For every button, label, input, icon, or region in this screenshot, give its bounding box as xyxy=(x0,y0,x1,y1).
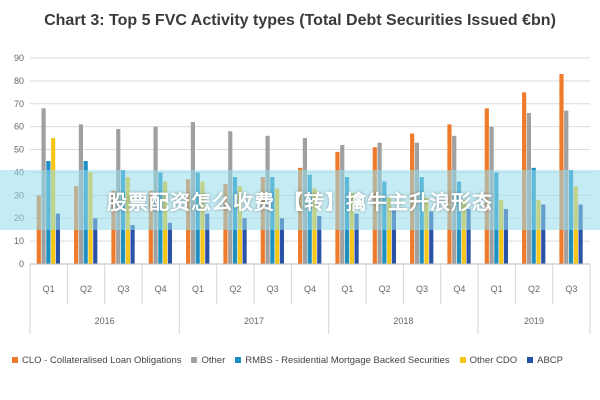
x-tick-label: Q1 xyxy=(341,284,353,294)
bar-abcp-9 xyxy=(354,213,359,264)
year-label: 2019 xyxy=(524,316,544,326)
legend: CLO - Collateralised Loan Obligations Oth… xyxy=(12,352,598,368)
bar-abcp-10 xyxy=(391,209,397,264)
bar-abcp-15 xyxy=(578,204,583,264)
legend-swatch xyxy=(191,357,198,363)
y-tick-label: 80 xyxy=(14,76,24,86)
year-label: 2017 xyxy=(244,316,264,326)
legend-label: Other xyxy=(201,354,226,366)
bar-abcp-11 xyxy=(429,211,434,264)
x-tick-label: Q4 xyxy=(304,284,316,294)
legend-item: CLO - Collateralised Loan Obligations xyxy=(12,355,181,366)
legend-item: ABCP xyxy=(527,355,563,366)
bar-abcp-1 xyxy=(55,213,61,264)
bar-abcp-6 xyxy=(242,218,247,264)
watermark-banner: 股票配资怎么收费 【转】擒牛主升浪形态 xyxy=(0,170,600,230)
bar-abcp-13 xyxy=(503,209,509,264)
bar-clo-15 xyxy=(559,74,564,265)
x-tick-label: Q2 xyxy=(379,284,391,294)
bar-other-12 xyxy=(461,199,466,264)
bar-abcp-3 xyxy=(130,225,135,264)
x-tick-label: Q2 xyxy=(528,284,540,294)
bar-other-13 xyxy=(499,199,504,264)
x-tick-label: Q1 xyxy=(192,284,204,294)
legend-swatch xyxy=(459,357,466,363)
x-tick-label: Q4 xyxy=(453,284,465,294)
bar-abcp-14 xyxy=(541,204,546,264)
y-tick-label: 10 xyxy=(14,236,24,246)
year-label: 2016 xyxy=(95,316,115,326)
legend-label: CLO - Collateralised Loan Obligations xyxy=(22,354,182,366)
bar-other-11 xyxy=(424,197,429,264)
bar-abcp-2 xyxy=(93,218,98,264)
legend-swatch xyxy=(527,357,534,363)
banner-text: 股票配资怎么收费 【转】擒牛主升浪形态 xyxy=(107,189,493,214)
legend-swatch xyxy=(12,357,18,363)
bar-other-14 xyxy=(536,199,541,264)
y-tick-label: 0 xyxy=(19,259,24,269)
x-tick-label: Q3 xyxy=(565,284,577,294)
x-tick-label: Q1 xyxy=(43,284,55,294)
legend-item: RMBS - Residential Mortgage Backed Secur… xyxy=(235,354,450,366)
x-tick-label: Q2 xyxy=(229,284,241,294)
bar-abcp-8 xyxy=(317,215,322,264)
legend-item: Other xyxy=(191,355,225,366)
x-tick-label: Q1 xyxy=(491,284,503,294)
chart-title: Chart 3: Top 5 FVC Activity types (Total… xyxy=(44,12,556,29)
x-tick-label: Q3 xyxy=(117,284,129,294)
bar-abcp-5 xyxy=(205,213,210,264)
year-label: 2018 xyxy=(393,316,413,326)
bars xyxy=(36,74,583,265)
bar-abcp-12 xyxy=(466,209,471,264)
x-tick-label: Q4 xyxy=(155,284,167,294)
y-tick-label: 60 xyxy=(14,122,24,132)
y-tick-label: 50 xyxy=(14,145,24,155)
legend-label: RMBS - Residential Mortgage Backed Secur… xyxy=(245,354,450,366)
legend-item: Other CDO xyxy=(459,354,518,366)
legend-swatch xyxy=(235,357,242,363)
legend-label: Other CDO xyxy=(469,354,518,366)
bar-abcp-4 xyxy=(167,222,173,264)
bar-other-10 xyxy=(387,197,392,264)
x-tick-label: Q3 xyxy=(267,284,279,294)
legend-label: ABCP xyxy=(537,354,563,366)
y-tick-label: 70 xyxy=(14,99,24,109)
x-tick-label: Q3 xyxy=(416,284,428,294)
x-tick-label: Q2 xyxy=(80,284,92,294)
y-tick-label: 90 xyxy=(14,53,24,63)
bar-abcp-7 xyxy=(279,218,285,264)
